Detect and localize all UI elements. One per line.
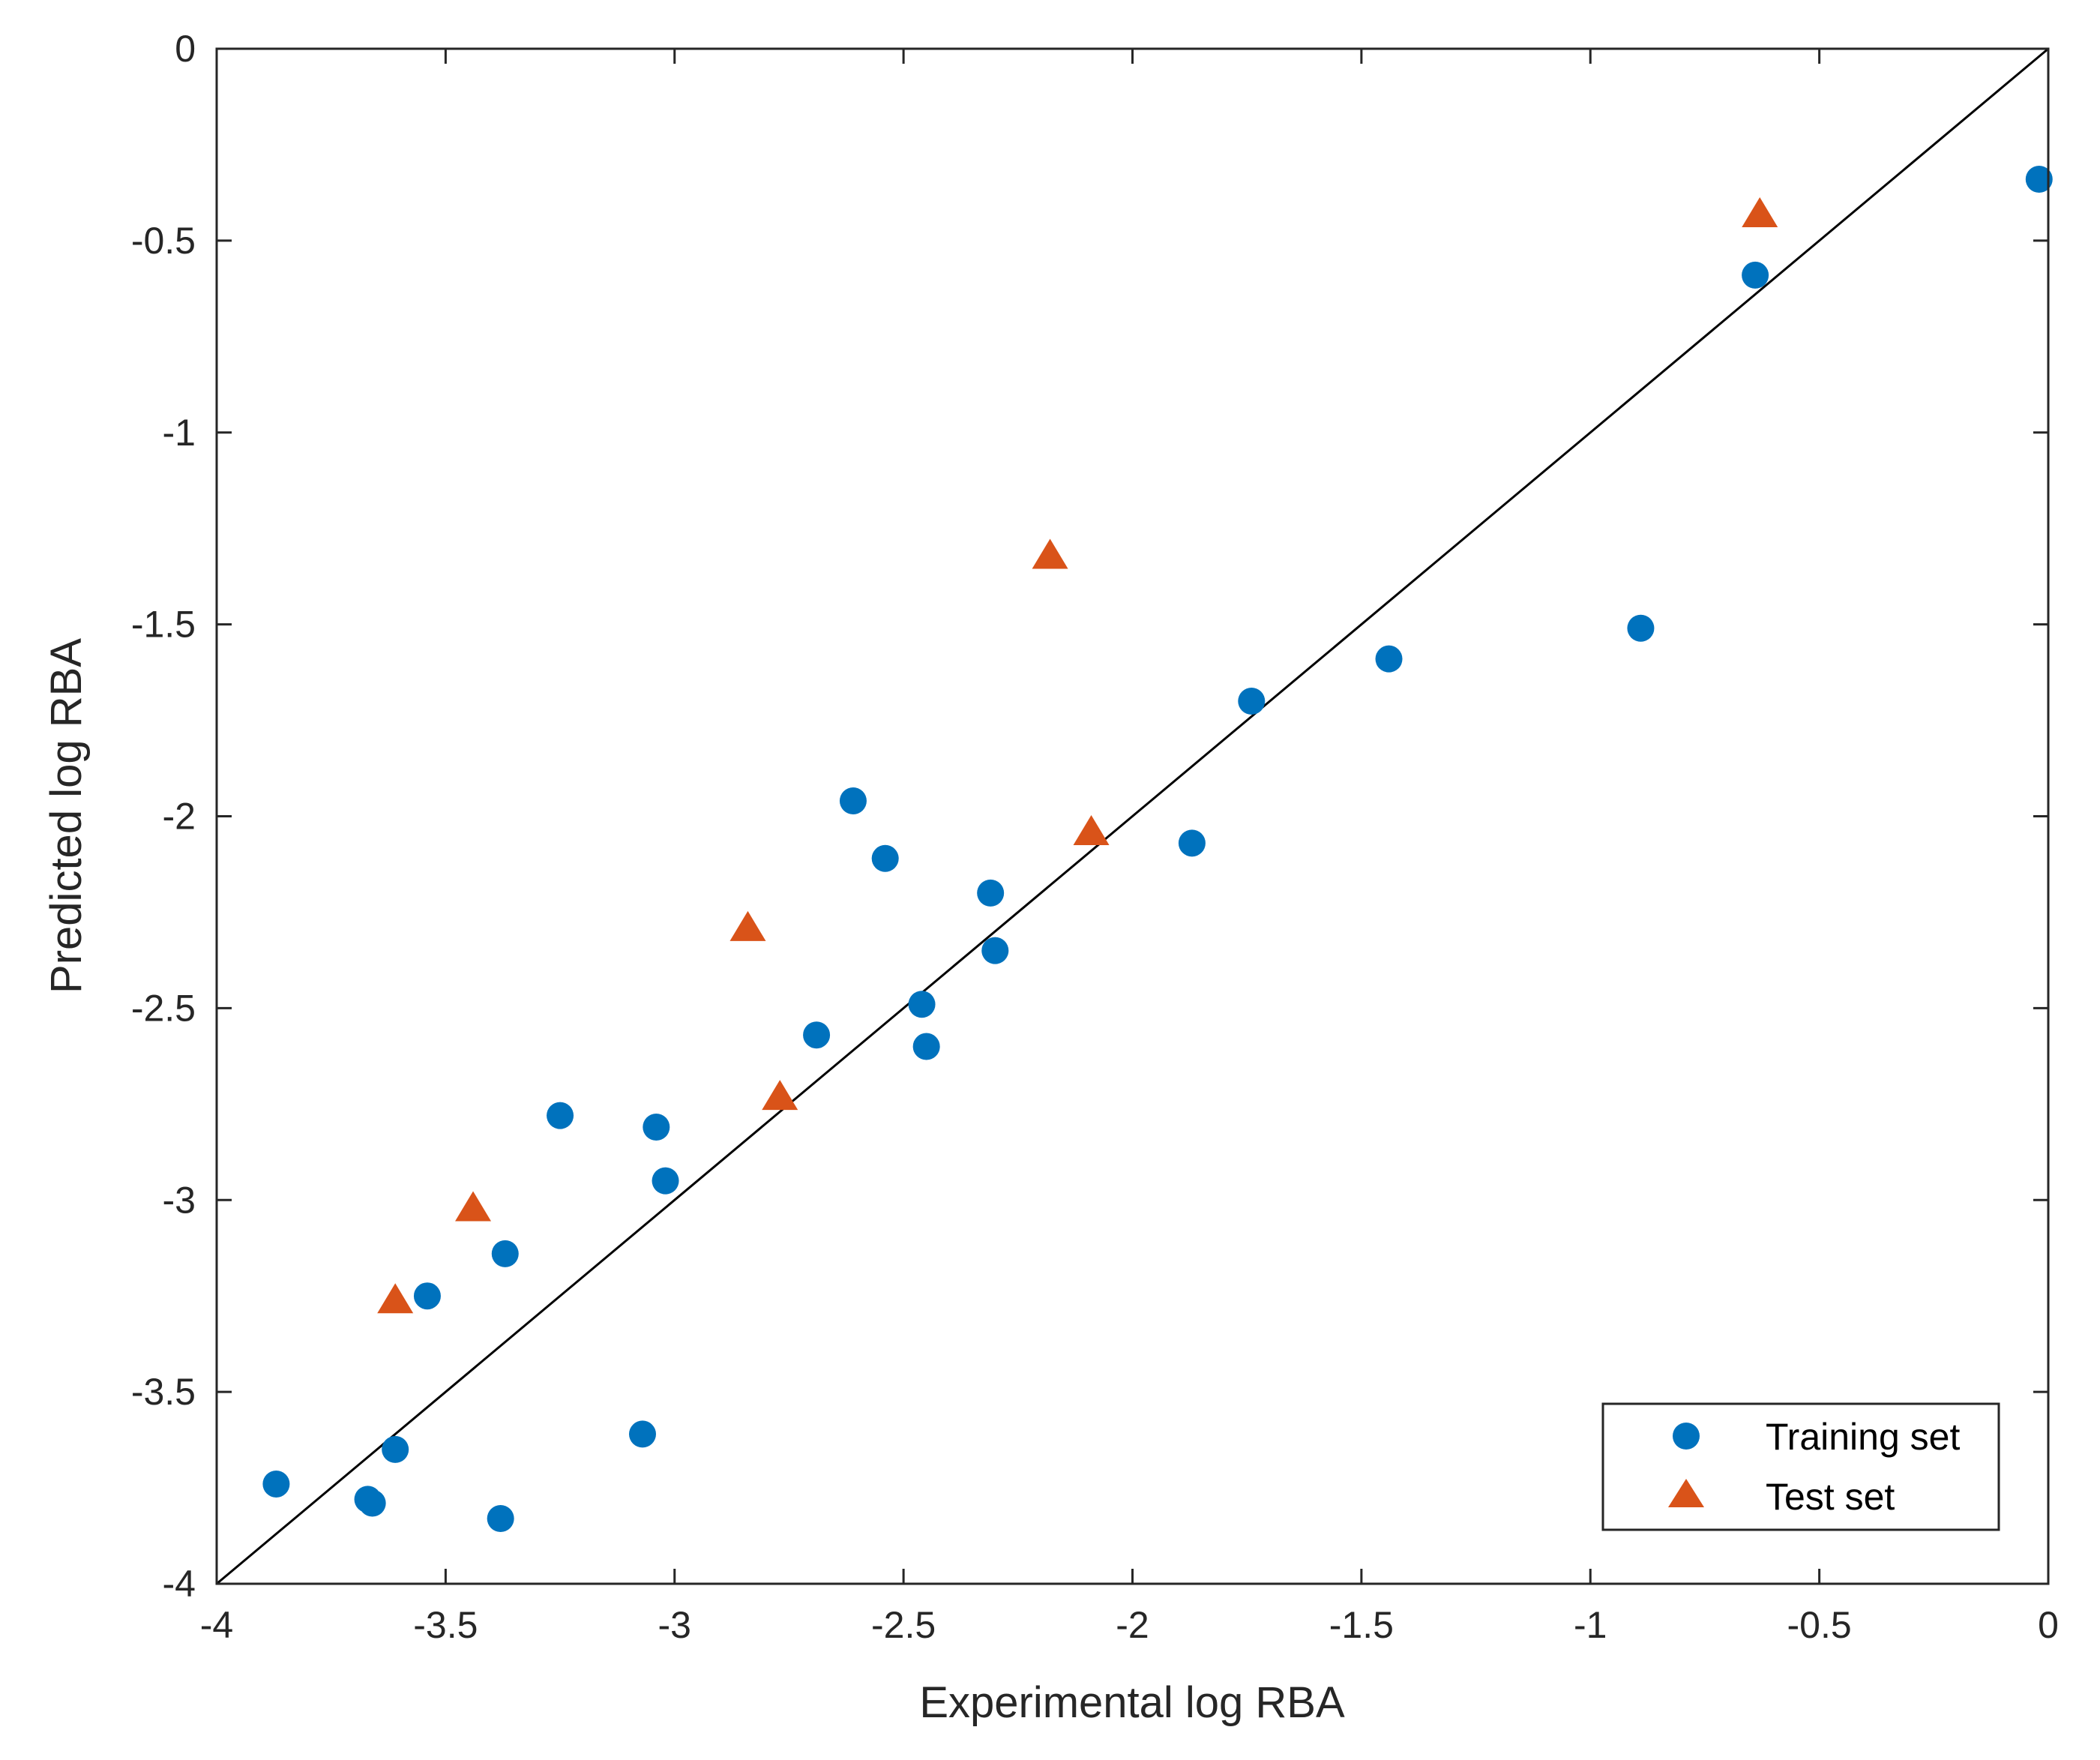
training-set-point — [487, 1505, 514, 1533]
training-set-point — [262, 1470, 290, 1498]
test-set-point — [1742, 197, 1778, 228]
x-tick-label: -1.5 — [1329, 1604, 1394, 1646]
training-set-point — [628, 1420, 656, 1448]
training-set-point — [981, 937, 1009, 964]
training-set-point — [413, 1282, 441, 1310]
training-set-point — [2025, 165, 2053, 193]
legend-marker-test-set — [1668, 1479, 1704, 1507]
y-tick-label: -1.5 — [131, 604, 196, 646]
training-set-point — [871, 844, 899, 872]
y-tick-label: -3.5 — [131, 1371, 196, 1413]
test-set-point — [1032, 538, 1068, 569]
training-set-point — [839, 787, 867, 815]
x-tick-label: -3 — [658, 1604, 691, 1646]
training-set-point — [652, 1167, 679, 1195]
training-set-point — [977, 879, 1005, 907]
reference-line-y-equals-x — [216, 47, 2049, 1585]
test-set-point — [762, 1080, 798, 1111]
y-tick-label: -4 — [163, 1563, 196, 1605]
y-tick-label: -2 — [163, 796, 196, 838]
legend-box — [1601, 1402, 2000, 1531]
y-tick-label: -2.5 — [131, 987, 196, 1029]
training-set-point — [1178, 829, 1206, 857]
test-set-point — [455, 1191, 492, 1222]
tick-labels: -4 -3.5 -3 -2.5 -2 -1.5 -1 -0.5 0 -4 -3.5 -3 -2.5 -2 -… — [131, 28, 2059, 1646]
training-set-point — [803, 1021, 831, 1049]
training-set-point — [382, 1435, 409, 1463]
training-set-point — [358, 1489, 386, 1517]
training-set-point — [643, 1114, 670, 1141]
x-tick-label: -0.5 — [1787, 1604, 1852, 1646]
y-tick-label: 0 — [175, 28, 196, 70]
x-tick-label: -3.5 — [413, 1604, 478, 1646]
legend: Training set Test set — [1601, 1402, 2000, 1531]
training-set-point — [547, 1102, 574, 1129]
training-set-point — [908, 991, 936, 1018]
x-axis-title: Experimental log RBA — [919, 1678, 1345, 1727]
training-set-point — [1238, 687, 1266, 715]
x-tick-label: -2 — [1116, 1604, 1149, 1646]
legend-marker-training-set — [1673, 1423, 1700, 1450]
training-set-point — [1742, 261, 1769, 289]
data-points — [262, 165, 2053, 1533]
training-set-point — [491, 1240, 519, 1267]
test-set-point — [1073, 814, 1110, 845]
y-tick-label: -1 — [163, 412, 196, 454]
test-set-point — [729, 910, 766, 941]
x-tick-label: -1 — [1574, 1604, 1607, 1646]
x-tick-label: -2.5 — [871, 1604, 936, 1646]
test-set-point — [377, 1283, 414, 1314]
y-tick-label: -3 — [163, 1179, 196, 1221]
legend-label-test-set: Test set — [1766, 1476, 1895, 1518]
training-set-point — [1375, 645, 1403, 673]
x-tick-label: 0 — [2038, 1604, 2059, 1646]
y-tick-label: -0.5 — [131, 220, 196, 262]
x-tick-label: -4 — [200, 1604, 233, 1646]
legend-label-training-set: Training set — [1766, 1416, 1960, 1458]
training-set-point — [912, 1033, 940, 1060]
training-set-point — [1627, 614, 1655, 642]
plot-frame — [215, 47, 2050, 1585]
y-axis-title: Predicted log RBA — [42, 638, 91, 994]
